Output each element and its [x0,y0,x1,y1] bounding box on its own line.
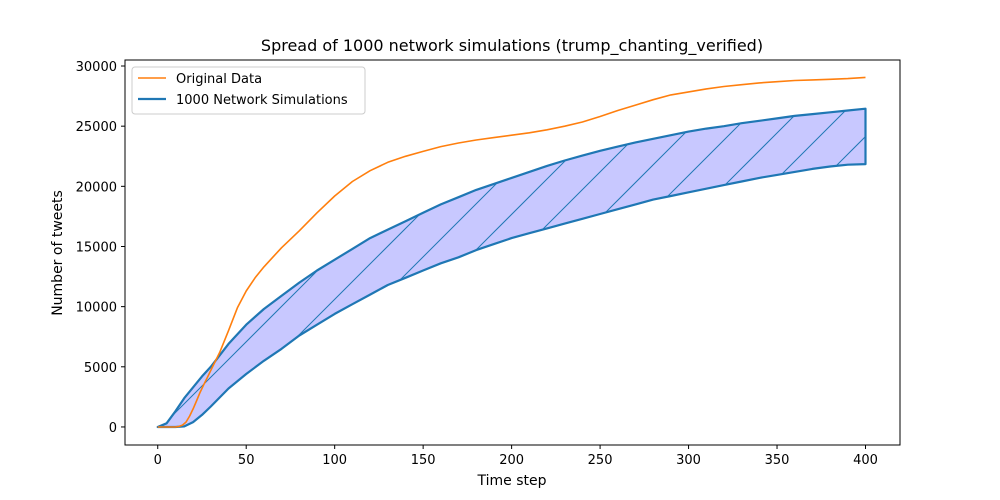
x-tick-label: 400 [853,453,878,468]
x-axis-label: Time step [477,473,547,489]
legend-box [131,66,366,115]
x-tick-label: 0 [154,453,162,468]
chart-title: Spread of 1000 network simulations (trum… [261,36,763,56]
x-tick-label: 150 [411,453,436,468]
x-tick-label: 50 [238,453,255,468]
hatch-line [685,108,866,427]
x-tick-label: 200 [499,453,524,468]
hatch-line [870,0,1000,500]
hatch-line [593,108,866,427]
y-tick-label: 0 [109,421,117,436]
simulation-band-outline [156,107,867,429]
hatch-line [916,0,1000,500]
x-tick-label: 350 [765,453,790,468]
legend-label-simulations: 1000 Network Simulations [176,93,348,108]
original-data-line [157,76,866,428]
plot-frame [124,59,901,446]
y-tick-label: 10000 [76,301,117,316]
y-axis-label: Number of tweets [50,190,66,316]
hatch-line [547,108,866,427]
x-tick-label: 300 [676,453,701,468]
hatch-line [731,108,866,427]
hatch-line [455,108,866,427]
legend: Original Data 1000 Network Simulations [131,66,366,115]
hatch-line [639,108,866,427]
hatch-line [0,0,36,500]
hatch-line [777,108,866,427]
y-tick-label: 5000 [84,361,117,376]
y-tick-label: 20000 [76,180,117,195]
y-tick-label: 30000 [76,60,117,75]
x-axis-ticks: 0 50 100 150 200 250 300 350 400 [154,445,878,468]
hatch-line [962,0,1000,500]
x-tick-label: 250 [588,453,613,468]
x-tick-label: 100 [322,453,347,468]
legend-label-original: Original Data [176,72,262,87]
simulation-band-fill [157,108,866,427]
hatch-line [501,108,866,427]
y-axis-ticks: 0 5000 10000 15000 20000 25000 30000 [76,60,125,436]
hatch-line [0,0,82,500]
y-tick-label: 15000 [76,240,117,255]
hatch-line [409,108,866,427]
hatch-line [823,108,866,427]
y-tick-label: 25000 [76,120,117,135]
